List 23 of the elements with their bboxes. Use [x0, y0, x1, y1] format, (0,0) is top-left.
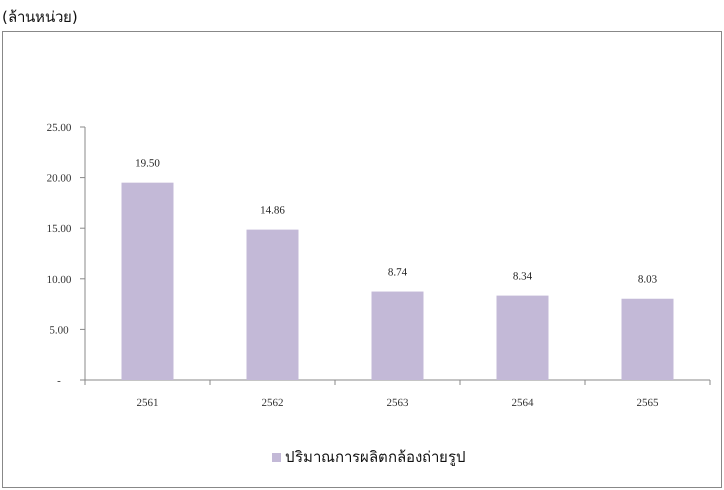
- y-tick-label: 25.00: [46, 122, 72, 134]
- x-tick-label: 2561: [136, 397, 158, 409]
- x-tick-label: 2564: [512, 397, 534, 409]
- bar: [122, 182, 174, 380]
- x-tick-label: 2563: [386, 397, 409, 409]
- text: (ล้านหน่วย): [2, 8, 78, 26]
- y-tick-label: 10.00: [46, 274, 72, 286]
- y-tick-label: -: [57, 375, 62, 387]
- data-label: 14.86: [260, 204, 286, 217]
- bar: [246, 230, 298, 380]
- y-tick-label: 5.00: [49, 324, 70, 336]
- bar: [372, 292, 424, 380]
- data-label: 8.74: [388, 266, 408, 279]
- data-label: 8.03: [638, 274, 658, 286]
- data-label: 8.34: [512, 270, 533, 283]
- y-tick-label: 20.00: [46, 172, 72, 185]
- bar: [496, 296, 548, 380]
- legend-label: ปริมาณการผลิตกล้องถ่ายรูป: [285, 448, 466, 466]
- x-tick-label: 2562: [262, 397, 284, 409]
- x-tick-label: 2565: [636, 397, 659, 409]
- data-label: 19.50: [135, 158, 160, 170]
- bar: [622, 298, 674, 380]
- y-tick-label: 15.00: [46, 223, 72, 236]
